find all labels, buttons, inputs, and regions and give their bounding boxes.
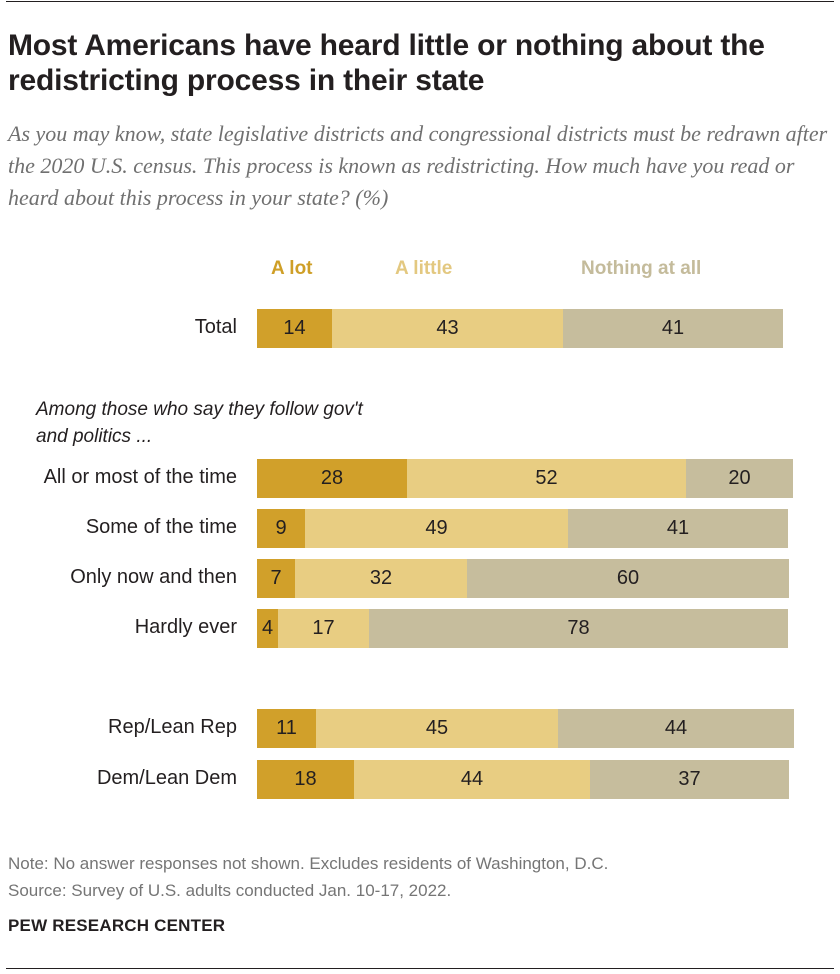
data-label: 44 (664, 717, 688, 739)
chart-title: Most Americans have heard little or noth… (8, 29, 765, 97)
data-label: 11 (276, 717, 297, 739)
bar-segment-a-lot: 18 (257, 760, 354, 799)
bar-segment-nothing-at-all: 41 (563, 309, 783, 348)
data-label: 41 (666, 517, 690, 539)
category-label: All or most of the time (43, 466, 237, 488)
legend-item-a-lot: A lot (271, 258, 313, 279)
brand-label: PEW RESEARCH CENTER (8, 916, 226, 935)
category-label: Rep/Lean Rep (108, 716, 237, 738)
data-label: 78 (567, 617, 590, 639)
data-label: 9 (275, 517, 287, 539)
bar-segment-a-little: 45 (316, 709, 558, 748)
data-label: 43 (436, 317, 459, 339)
data-label: 18 (294, 768, 317, 790)
data-label: 37 (678, 768, 701, 790)
bar-segment-nothing-at-all: 37 (590, 760, 789, 799)
bar-segment-a-little: 52 (407, 459, 686, 498)
data-label: 14 (283, 317, 306, 339)
top-rule (6, 1, 834, 2)
data-label: 41 (661, 317, 685, 339)
bar-segment-nothing-at-all: 78 (369, 609, 788, 648)
bar-segment-nothing-at-all: 44 (558, 709, 794, 748)
data-label: 4 (261, 617, 274, 639)
bar-segment-a-lot: 14 (257, 309, 332, 348)
data-label: 45 (425, 717, 449, 739)
chart-note: Note: No answer responses not shown. Exc… (8, 850, 834, 904)
data-label: 20 (728, 467, 751, 489)
bar-segment-a-little: 17 (278, 609, 369, 648)
bottom-rule (6, 968, 834, 969)
bar-segment-nothing-at-all: 20 (686, 459, 793, 498)
group-note: Among those who say they follow gov't an… (36, 399, 363, 447)
data-label: 52 (535, 467, 558, 489)
data-label: 17 (312, 617, 335, 639)
category-label: Dem/Lean Dem (96, 767, 237, 789)
bar-segment-a-little: 32 (295, 559, 467, 598)
bar-segment-a-lot: 4 (257, 609, 278, 648)
bar-segment-a-lot: 28 (257, 459, 407, 498)
bar-segment-a-little: 44 (354, 760, 590, 799)
bar-segment-a-lot: 9 (257, 509, 305, 548)
legend-item-nothing-at-all: Nothing at all (581, 258, 702, 279)
data-label: 28 (320, 467, 344, 489)
bar-segment-a-little: 49 (305, 509, 568, 548)
category-label: Some of the time (85, 516, 237, 538)
category-label: Only now and then (70, 566, 237, 588)
bar-segment-nothing-at-all: 60 (467, 559, 789, 598)
bar-segment-a-lot: 7 (257, 559, 295, 598)
note-text: Note: No answer responses not shown. Exc… (8, 854, 609, 873)
data-label: 60 (616, 567, 640, 589)
category-label: Hardly ever (134, 616, 237, 638)
bar-segment-nothing-at-all: 41 (568, 509, 788, 548)
data-label: 49 (425, 517, 448, 539)
data-label: 32 (369, 567, 393, 589)
category-label: Total (194, 316, 237, 338)
bar-segment-a-little: 43 (332, 309, 563, 348)
chart-subtitle: As you may know, state legislative distr… (8, 121, 828, 210)
bar-segment-a-lot: 11 (257, 709, 316, 748)
data-label: 7 (270, 567, 282, 589)
data-label: 44 (460, 768, 484, 790)
source-text: Source: Survey of U.S. adults conducted … (8, 881, 452, 900)
legend-item-a-little: A little (395, 258, 453, 279)
